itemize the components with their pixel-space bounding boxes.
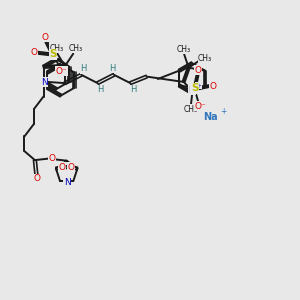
Text: S: S — [191, 83, 199, 94]
Text: S: S — [49, 49, 57, 59]
Text: +: + — [196, 82, 201, 88]
Text: CH₃: CH₃ — [177, 45, 191, 54]
Text: H: H — [130, 85, 136, 94]
Text: H: H — [109, 64, 116, 73]
Text: CH₃: CH₃ — [50, 44, 64, 53]
Text: O: O — [34, 174, 40, 183]
Text: N: N — [64, 178, 71, 187]
Text: N: N — [188, 86, 195, 95]
Text: N: N — [41, 78, 47, 87]
Text: CH₃: CH₃ — [198, 54, 212, 63]
Text: O: O — [49, 154, 56, 163]
Text: CH₃: CH₃ — [68, 44, 83, 53]
Text: O: O — [58, 163, 65, 172]
Text: Na: Na — [203, 112, 218, 122]
Text: H: H — [80, 64, 86, 74]
Text: O: O — [210, 82, 217, 91]
Text: O⁻: O⁻ — [56, 67, 68, 76]
Text: +: + — [220, 107, 226, 116]
Text: CH₃: CH₃ — [184, 105, 198, 114]
Text: O: O — [30, 48, 37, 57]
Text: O⁻: O⁻ — [194, 102, 206, 111]
Text: O: O — [42, 33, 49, 42]
Text: O: O — [195, 65, 202, 74]
Text: O: O — [68, 163, 75, 172]
Text: H: H — [98, 85, 104, 94]
